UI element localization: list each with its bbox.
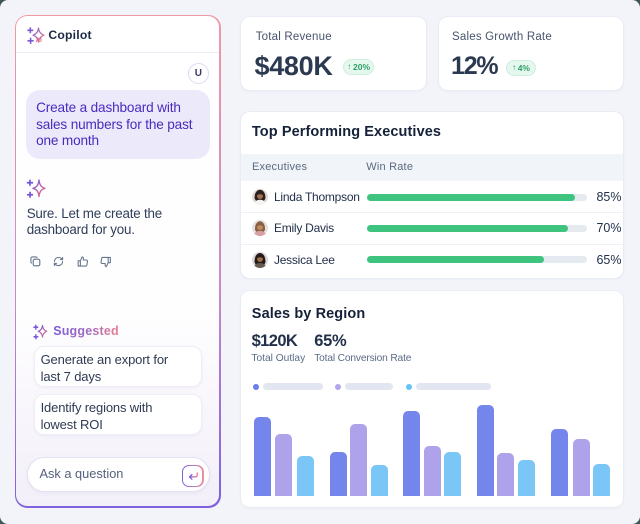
svg-text:AI: AI: [35, 38, 41, 44]
